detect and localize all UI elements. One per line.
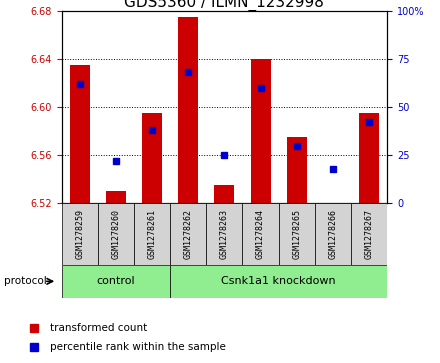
Bar	[214, 185, 235, 203]
Text: GSM1278260: GSM1278260	[111, 209, 121, 259]
Text: Csnk1a1 knockdown: Csnk1a1 knockdown	[221, 276, 336, 286]
Bar	[62, 203, 98, 265]
Title: GDS5360 / ILMN_1232998: GDS5360 / ILMN_1232998	[125, 0, 324, 11]
Text: GSM1278262: GSM1278262	[184, 209, 193, 259]
Text: GSM1278266: GSM1278266	[328, 209, 337, 259]
Bar	[359, 113, 379, 203]
Bar	[134, 203, 170, 265]
Text: GSM1278265: GSM1278265	[292, 209, 301, 259]
Text: protocol: protocol	[4, 276, 47, 286]
Bar	[351, 203, 387, 265]
Text: percentile rank within the sample: percentile rank within the sample	[50, 342, 226, 352]
Bar	[170, 203, 206, 265]
Text: GSM1278263: GSM1278263	[220, 209, 229, 259]
Bar	[279, 203, 315, 265]
Text: transformed count: transformed count	[50, 323, 147, 333]
Bar	[315, 203, 351, 265]
Bar	[170, 265, 387, 298]
Bar	[251, 59, 271, 203]
Text: control: control	[96, 276, 135, 286]
Bar	[206, 203, 242, 265]
Bar	[62, 265, 170, 298]
Bar	[106, 191, 126, 203]
Bar	[178, 17, 198, 203]
Bar	[287, 137, 307, 203]
Text: GSM1278261: GSM1278261	[147, 209, 157, 259]
Bar	[142, 113, 162, 203]
Text: GSM1278267: GSM1278267	[365, 209, 374, 259]
Bar	[70, 65, 90, 203]
Text: GSM1278264: GSM1278264	[256, 209, 265, 259]
Bar	[98, 203, 134, 265]
Text: GSM1278259: GSM1278259	[75, 209, 84, 259]
Bar	[242, 203, 279, 265]
